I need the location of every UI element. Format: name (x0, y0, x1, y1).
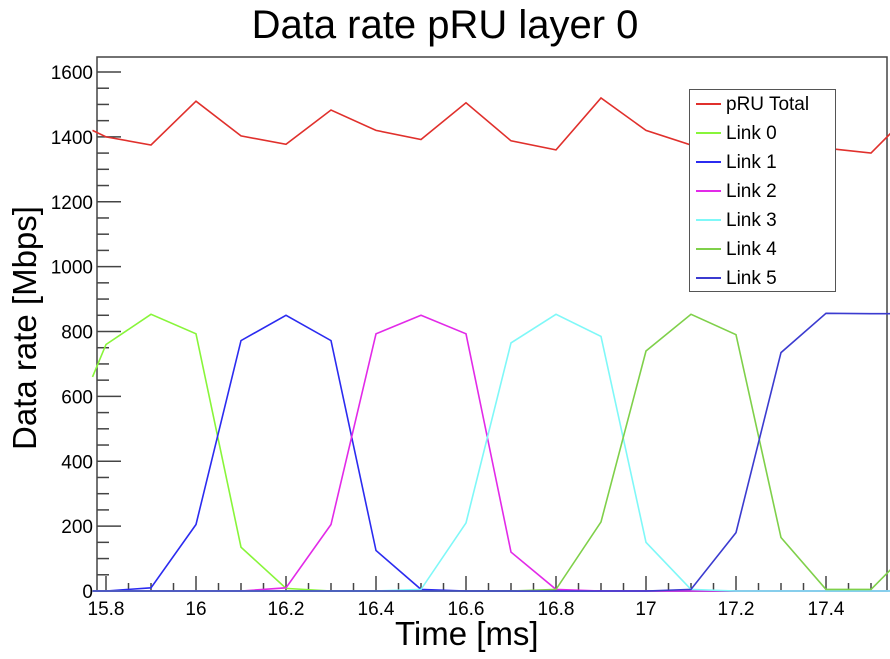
x-tick-label: 15.8 (88, 599, 125, 620)
x-tick-label: 16.8 (538, 599, 575, 620)
legend-label: Link 5 (726, 268, 777, 289)
legend-label: Link 1 (726, 152, 777, 173)
series-line-link-2 (92, 314, 890, 592)
y-tick-label: 1600 (51, 63, 93, 84)
y-tick-label: 400 (61, 452, 93, 473)
legend-swatch (696, 103, 721, 105)
legend-swatch (696, 132, 721, 134)
y-tick-label: 1200 (51, 193, 93, 214)
legend-label: Link 0 (726, 123, 777, 144)
x-tick-label: 16 (185, 599, 206, 620)
legend-swatch (696, 190, 721, 192)
y-tick-label: 200 (61, 517, 93, 538)
y-tick-label: 800 (61, 323, 93, 344)
x-tick-label: 16.4 (358, 599, 395, 620)
tick-labels: 0 200 400 600 800 1000 1200 1400 1600 15.8 16 16.2 1… (51, 63, 845, 620)
legend-swatch (696, 248, 721, 250)
legend-item-pru-total: pRU Total (690, 90, 835, 119)
y-tick-label: 1400 (51, 128, 93, 149)
x-tick-label: 17.4 (808, 599, 845, 620)
legend-item-link-3: Link 3 (690, 206, 835, 235)
x-tick-label: 16.6 (448, 599, 485, 620)
legend-label: Link 4 (726, 239, 777, 260)
legend-swatch (696, 277, 721, 279)
x-tick-label: 17 (635, 599, 656, 620)
legend-item-link-4: Link 4 (690, 235, 835, 264)
chart-title: Data rate pRU layer 0 (251, 3, 639, 47)
y-tick-label: 0 (82, 582, 93, 603)
legend-item-link-2: Link 2 (690, 177, 835, 206)
legend-swatch (696, 219, 721, 221)
legend-label: Link 3 (726, 210, 777, 231)
y-tick-label: 1000 (51, 258, 93, 279)
legend-label: pRU Total (726, 94, 810, 115)
series-line-link-5 (92, 312, 890, 592)
legend-item-link-5: Link 5 (690, 264, 835, 293)
legend-swatch (696, 161, 721, 163)
legend-label: Link 2 (726, 181, 777, 202)
legend: pRU Total Link 0 Link 1 Link 2 Link 3 Li… (689, 89, 836, 292)
y-tick-label: 600 (61, 387, 93, 408)
x-axis-label: Time [ms] (395, 615, 539, 652)
y-axis-label: Data rate [Mbps] (6, 206, 43, 450)
x-tick-label: 16.2 (268, 599, 305, 620)
legend-item-link-0: Link 0 (690, 119, 835, 148)
legend-item-link-1: Link 1 (690, 148, 835, 177)
x-tick-label: 17.2 (718, 599, 755, 620)
